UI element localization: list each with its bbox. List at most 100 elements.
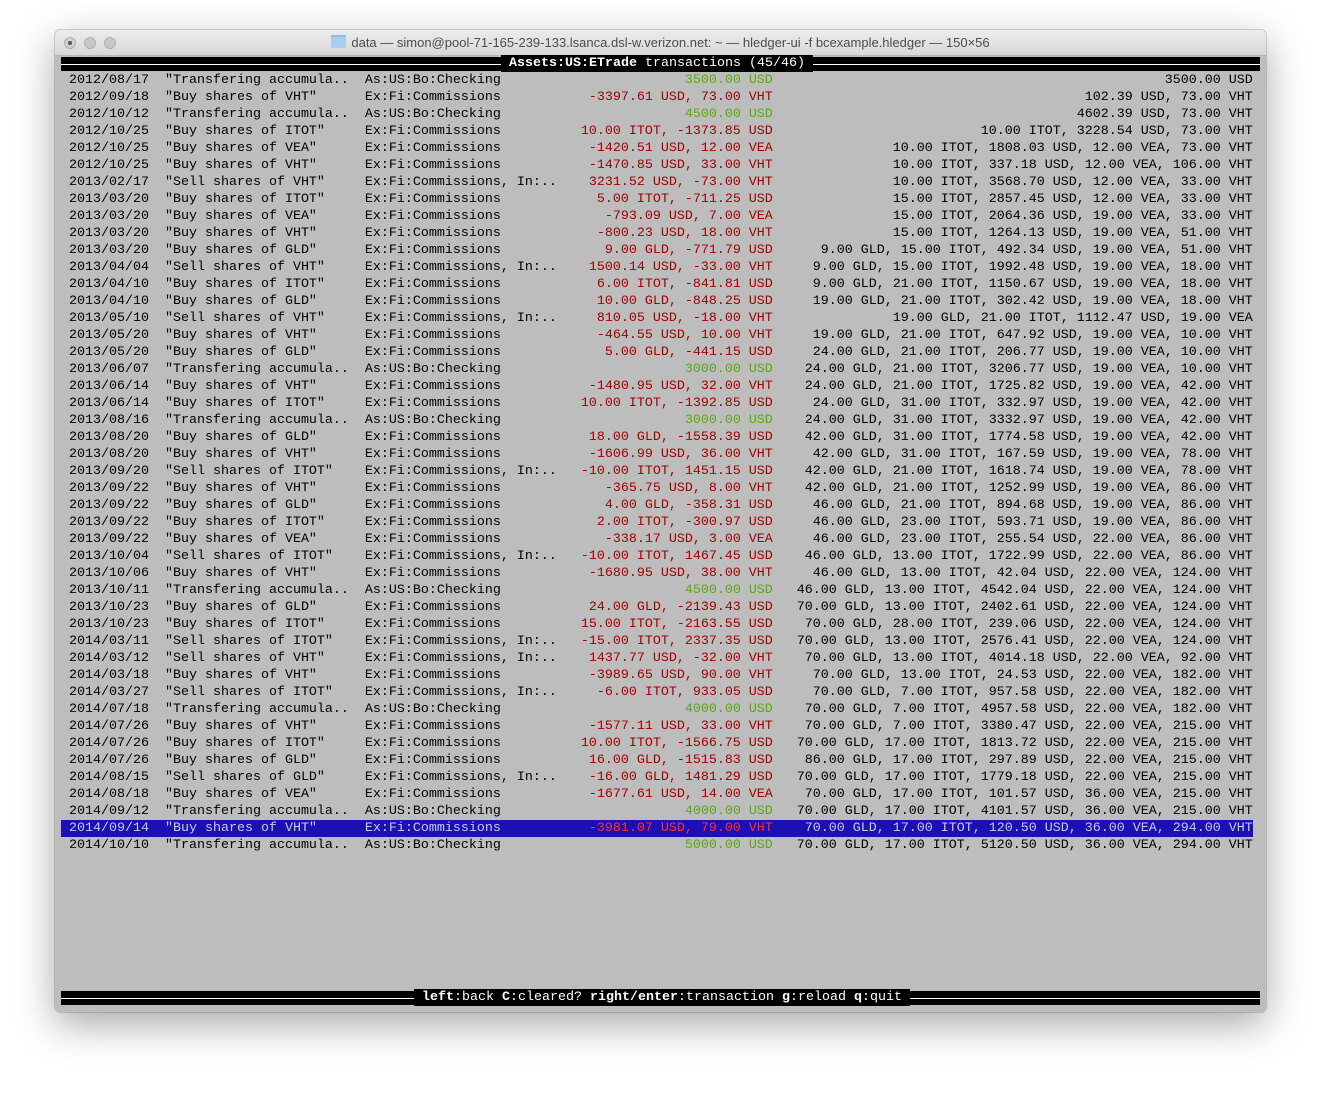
window-controls	[64, 37, 116, 49]
transaction-row[interactable]: 2014/07/26 "Buy shares of GLD" Ex:Fi:Commi…	[61, 752, 1253, 769]
balance-cell: 9.00 GLD, 21.00 ITOT, 1150.67 USD, 19.00…	[812, 277, 1253, 292]
window-title-text: data — simon@pool-71-165-239-133.lsanca.…	[351, 35, 990, 50]
transaction-row[interactable]: 2014/03/12 "Sell shares of VHT" Ex:Fi:Comm…	[61, 650, 1253, 667]
account-cell: Ex:Fi:Commissions	[364, 617, 501, 632]
transaction-row[interactable]: 2013/03/20 "Buy shares of GLD" Ex:Fi:Commi…	[61, 242, 1253, 259]
transaction-row[interactable]: 2014/03/11 "Sell shares of ITOT" Ex:Fi:Com…	[61, 633, 1253, 650]
terminal-screen[interactable]: Assets:US:ETrade transactions (45/46) 20…	[61, 55, 1260, 1007]
transaction-row[interactable]: 2014/08/18 "Buy shares of VEA" Ex:Fi:Commi…	[61, 786, 1253, 803]
transaction-row[interactable]: 2013/09/22 "Buy shares of GLD" Ex:Fi:Commi…	[61, 497, 1253, 514]
transaction-row[interactable]: 2013/03/20 "Buy shares of VEA" Ex:Fi:Commi…	[61, 208, 1253, 225]
selected-transaction-row[interactable]: 2014/09/14 "Buy shares of VHT" Ex:Fi:Commi…	[61, 820, 1253, 837]
transaction-row[interactable]: 2013/05/20 "Buy shares of VHT" Ex:Fi:Commi…	[61, 327, 1253, 344]
transaction-row[interactable]: 2014/07/18 "Transfering accumula.. As:US:B…	[61, 701, 1253, 718]
transaction-row[interactable]: 2013/02/17 "Sell shares of VHT" Ex:Fi:Comm…	[61, 174, 1253, 191]
transaction-row[interactable]: 2013/10/06 "Buy shares of VHT" Ex:Fi:Commi…	[61, 565, 1253, 582]
date-cell: 2013/02/17	[69, 175, 149, 190]
transaction-row[interactable]: 2014/10/10 "Transfering accumula.. As:US:B…	[61, 837, 1253, 854]
balance-cell: 42.00 GLD, 31.00 ITOT, 167.59 USD, 19.00…	[812, 447, 1253, 462]
change-cell: -3981.07 USD, 79.00 VHT	[588, 821, 773, 836]
transaction-row[interactable]: 2013/04/10 "Buy shares of GLD" Ex:Fi:Commi…	[61, 293, 1253, 310]
description-cell: "Buy shares of GLD"	[164, 430, 317, 445]
transaction-row[interactable]: 2013/04/10 "Buy shares of ITOT" Ex:Fi:Comm…	[61, 276, 1253, 293]
description-cell: "Buy shares of ITOT"	[164, 124, 325, 139]
description-cell: "Buy shares of GLD"	[164, 294, 317, 309]
balance-cell: 86.00 GLD, 17.00 ITOT, 297.89 USD, 22.00…	[804, 753, 1253, 768]
balance-cell: 102.39 USD, 73.00 VHT	[1084, 90, 1253, 105]
account-cell: As:US:Bo:Checking	[364, 73, 501, 88]
transaction-row[interactable]: 2012/10/25 "Buy shares of ITOT" Ex:Fi:Comm…	[61, 123, 1253, 140]
date-cell: 2014/07/26	[69, 736, 149, 751]
balance-cell: 46.00 GLD, 13.00 ITOT, 4542.04 USD, 22.0…	[796, 583, 1253, 598]
description-cell: "Buy shares of ITOT"	[164, 736, 325, 751]
balance-cell: 15.00 ITOT, 2064.36 USD, 19.00 VEA, 33.0…	[892, 209, 1253, 224]
transaction-row[interactable]: 2013/03/20 "Buy shares of ITOT" Ex:Fi:Comm…	[61, 191, 1253, 208]
transaction-row[interactable]: 2013/09/22 "Buy shares of VEA" Ex:Fi:Commi…	[61, 531, 1253, 548]
date-cell: 2013/09/20	[69, 464, 149, 479]
transaction-row[interactable]: 2012/10/25 "Buy shares of VHT" Ex:Fi:Commi…	[61, 157, 1253, 174]
account-cell: Ex:Fi:Commissions	[364, 430, 501, 445]
change-cell: 5000.00 USD	[684, 838, 773, 853]
change-cell: 5.00 ITOT, -711.25 USD	[596, 192, 773, 207]
transaction-row[interactable]: 2013/09/20 "Sell shares of ITOT" Ex:Fi:Com…	[61, 463, 1253, 480]
transaction-row[interactable]: 2013/06/14 "Buy shares of ITOT" Ex:Fi:Comm…	[61, 395, 1253, 412]
date-cell: 2013/05/20	[69, 328, 149, 343]
transaction-row[interactable]: 2012/08/17 "Transfering accumula.. As:US:B…	[61, 72, 1253, 89]
transaction-row[interactable]: 2013/10/23 "Buy shares of GLD" Ex:Fi:Commi…	[61, 599, 1253, 616]
key-name: C	[502, 990, 510, 1005]
account-cell: Ex:Fi:Commissions, In:..	[364, 634, 557, 649]
transaction-row[interactable]: 2013/10/04 "Sell shares of ITOT" Ex:Fi:Com…	[61, 548, 1253, 565]
account-cell: Ex:Fi:Commissions, In:..	[364, 651, 557, 666]
transaction-row[interactable]: 2014/07/26 "Buy shares of VHT" Ex:Fi:Commi…	[61, 718, 1253, 735]
description-cell: "Buy shares of ITOT"	[164, 277, 325, 292]
transaction-row[interactable]: 2013/06/14 "Buy shares of VHT" Ex:Fi:Commi…	[61, 378, 1253, 395]
transaction-row[interactable]: 2013/04/04 "Sell shares of VHT" Ex:Fi:Comm…	[61, 259, 1253, 276]
transaction-list[interactable]: 2012/08/17 "Transfering accumula.. As:US:B…	[61, 72, 1260, 854]
date-cell: 2013/09/22	[69, 515, 149, 530]
change-cell: 2.00 ITOT, -300.97 USD	[596, 515, 773, 530]
account-name: Assets:US:ETrade	[509, 56, 637, 71]
transaction-row[interactable]: 2013/08/20 "Buy shares of GLD" Ex:Fi:Commi…	[61, 429, 1253, 446]
change-cell: -16.00 GLD, 1481.29 USD	[588, 770, 773, 785]
transaction-row[interactable]: 2014/09/12 "Transfering accumula.. As:US:B…	[61, 803, 1253, 820]
account-cell: Ex:Fi:Commissions, In:..	[364, 770, 557, 785]
transaction-row[interactable]: 2014/03/27 "Sell shares of ITOT" Ex:Fi:Com…	[61, 684, 1253, 701]
transaction-row[interactable]: 2013/09/22 "Buy shares of VHT" Ex:Fi:Commi…	[61, 480, 1253, 497]
description-cell: "Buy shares of ITOT"	[164, 192, 325, 207]
transaction-row[interactable]: 2013/06/07 "Transfering accumula.. As:US:B…	[61, 361, 1253, 378]
account-cell: Ex:Fi:Commissions	[364, 379, 501, 394]
transaction-row[interactable]: 2014/07/26 "Buy shares of ITOT" Ex:Fi:Comm…	[61, 735, 1253, 752]
transaction-row[interactable]: 2013/08/16 "Transfering accumula.. As:US:B…	[61, 412, 1253, 429]
date-cell: 2014/07/26	[69, 719, 149, 734]
account-cell: Ex:Fi:Commissions, In:..	[364, 260, 557, 275]
change-cell: -1420.51 USD, 12.00 VEA	[588, 141, 773, 156]
transaction-row[interactable]: 2014/08/15 "Sell shares of GLD" Ex:Fi:Comm…	[61, 769, 1253, 786]
transaction-row[interactable]: 2013/05/10 "Sell shares of VHT" Ex:Fi:Comm…	[61, 310, 1253, 327]
change-cell: 810.05 USD, -18.00 VHT	[596, 311, 773, 326]
change-cell: -1577.11 USD, 33.00 VHT	[588, 719, 773, 734]
description-cell: "Sell shares of ITOT"	[164, 634, 333, 649]
transaction-row[interactable]: 2012/10/25 "Buy shares of VEA" Ex:Fi:Commi…	[61, 140, 1253, 157]
description-cell: "Sell shares of VHT"	[164, 260, 325, 275]
description-cell: "Sell shares of GLD"	[164, 770, 325, 785]
change-cell: -1606.99 USD, 36.00 VHT	[588, 447, 773, 462]
change-cell: -15.00 ITOT, 2337.35 USD	[580, 634, 773, 649]
transaction-row[interactable]: 2012/10/12 "Transfering accumula.. As:US:B…	[61, 106, 1253, 123]
transaction-row[interactable]: 2013/10/23 "Buy shares of ITOT" Ex:Fi:Comm…	[61, 616, 1253, 633]
minimize-button[interactable]	[84, 37, 96, 49]
transaction-row[interactable]: 2013/08/20 "Buy shares of VHT" Ex:Fi:Commi…	[61, 446, 1253, 463]
transaction-row[interactable]: 2013/09/22 "Buy shares of ITOT" Ex:Fi:Comm…	[61, 514, 1253, 531]
register-header: Assets:US:ETrade transactions (45/46)	[61, 55, 1260, 72]
account-cell: Ex:Fi:Commissions	[364, 821, 501, 836]
transaction-row[interactable]: 2012/09/18 "Buy shares of VHT" Ex:Fi:Commi…	[61, 89, 1253, 106]
description-cell: "Sell shares of ITOT"	[164, 464, 333, 479]
transaction-row[interactable]: 2013/05/20 "Buy shares of GLD" Ex:Fi:Commi…	[61, 344, 1253, 361]
zoom-button[interactable]	[104, 37, 116, 49]
transaction-row[interactable]: 2013/10/11 "Transfering accumula.. As:US:B…	[61, 582, 1253, 599]
transaction-row[interactable]: 2014/03/18 "Buy shares of VHT" Ex:Fi:Commi…	[61, 667, 1253, 684]
transaction-row[interactable]: 2013/03/20 "Buy shares of VHT" Ex:Fi:Commi…	[61, 225, 1253, 242]
close-button[interactable]	[64, 37, 76, 49]
date-cell: 2013/10/04	[69, 549, 149, 564]
change-cell: 6.00 ITOT, -841.81 USD	[596, 277, 773, 292]
account-cell: Ex:Fi:Commissions	[364, 158, 501, 173]
